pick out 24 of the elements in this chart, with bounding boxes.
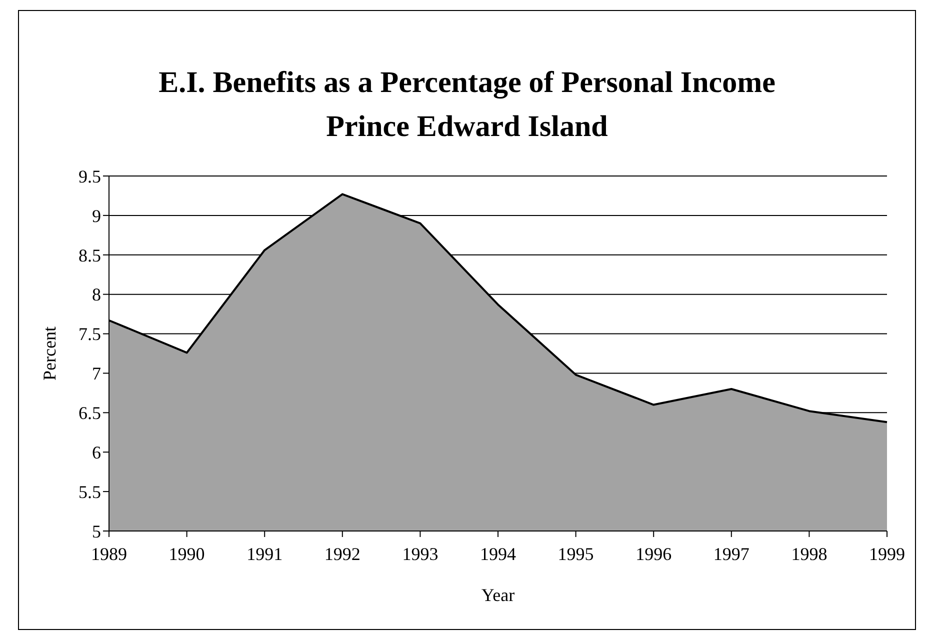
y-tick-label: 6	[92, 442, 101, 462]
x-tick-label: 1990	[168, 544, 205, 564]
y-tick-label: 6.5	[78, 403, 101, 424]
x-tick-label: 1993	[402, 544, 438, 564]
y-tick-label: 8	[92, 284, 101, 305]
y-tick-label: 7.5	[78, 324, 101, 344]
x-tick-label: 1997	[713, 544, 750, 564]
y-tick-label: 7	[92, 364, 101, 384]
y-tick-label: 8.5	[78, 245, 101, 266]
chart-title: E.I. Benefits as a Percentage of Personal Income Prince Edward Island	[158, 65, 776, 145]
x-tick-label: 1992	[324, 544, 360, 564]
x-axis-title: Year	[481, 585, 515, 605]
y-tick-label: 9	[92, 206, 101, 226]
y-tick-label: 9.5	[78, 166, 101, 186]
x-tick-label: 1994	[480, 544, 516, 564]
x-tick-label: 1999	[869, 544, 905, 564]
y-tick-label: 5.5	[78, 482, 101, 502]
x-tick-label: 1989	[91, 544, 127, 564]
x-tick-label: 1998	[791, 544, 828, 564]
x-tick-label: 1991	[246, 544, 283, 564]
y-axis-title: Percent	[39, 326, 60, 380]
x-tick-label: 1996	[636, 544, 672, 564]
y-tick-label: 5	[92, 521, 101, 542]
x-tick-label: 1995	[558, 544, 594, 564]
